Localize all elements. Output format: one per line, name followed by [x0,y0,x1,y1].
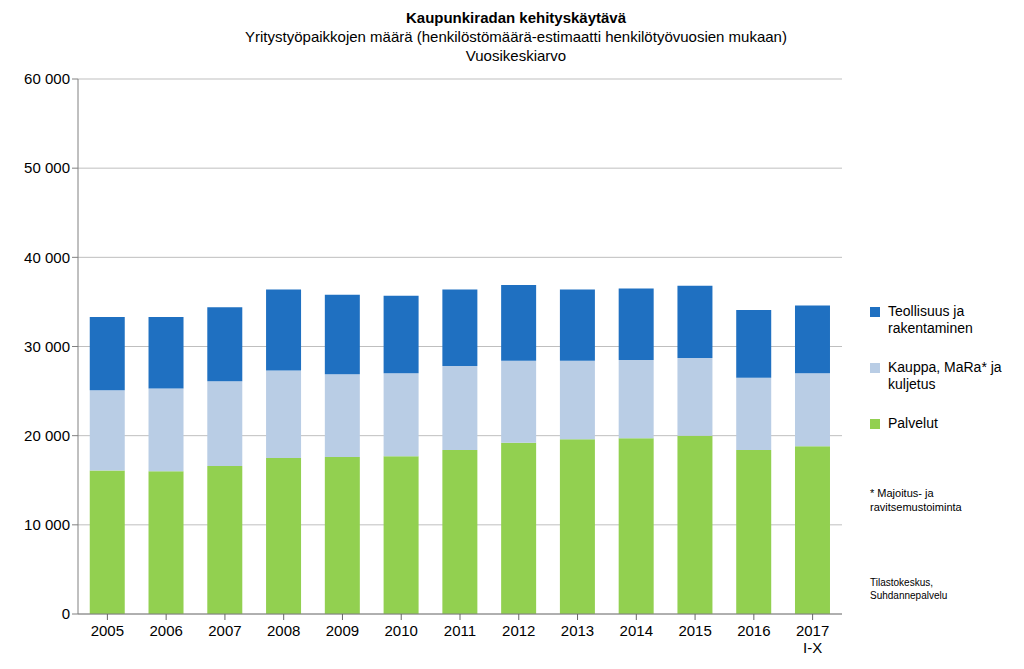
svg-text:2015: 2015 [678,622,711,639]
html-text:Teollisuus ja rakentaminen: Teollisuus ja rakentaminen [888,303,973,336]
svg-text:2009: 2009 [326,622,359,639]
svg-text:0: 0 [62,605,70,622]
svg-text:50 000: 50 000 [24,159,70,176]
html-text:Kauppa, MaRa* ja kuljetus: Kauppa, MaRa* ja kuljetus [888,359,1002,392]
svg-text:2011: 2011 [444,622,476,639]
svg-text:30 000: 30 000 [24,338,70,355]
html-text:Tilastokeskus, Suhdannepalvelu: Tilastokeskus, Suhdannepalvelu [870,577,948,601]
svg-text:2013: 2013 [561,622,594,639]
html-text:Yritystyöpaikkojen määrä (henk: Yritystyöpaikkojen määrä (henkilöstömäär… [245,28,787,45]
svg-text:2010: 2010 [385,622,418,639]
svg-text:2017I-X: 2017I-X [796,622,829,656]
svg-text:40 000: 40 000 [24,249,70,266]
svg-text:2007: 2007 [208,622,241,639]
svg-text:2006: 2006 [149,622,182,639]
svg-text:2008: 2008 [267,622,300,639]
svg-text:2014: 2014 [620,622,653,639]
svg-text:20 000: 20 000 [24,427,70,444]
svg-text:2005: 2005 [91,622,124,639]
html-text:Vuosikeskiarvo: Vuosikeskiarvo [465,47,567,64]
svg-text:10 000: 10 000 [24,516,70,533]
html-text:* Majoitus- ja ravitsemustoimi: * Majoitus- ja ravitsemustoiminta [870,487,962,513]
svg-text:2012: 2012 [502,622,535,639]
html-text:Kaupunkiradan kehityskäytävä: Kaupunkiradan kehityskäytävä [406,9,626,26]
html-text:Palvelut: Palvelut [888,415,938,431]
svg-text:60 000: 60 000 [24,70,70,87]
svg-text:2016: 2016 [737,622,770,639]
